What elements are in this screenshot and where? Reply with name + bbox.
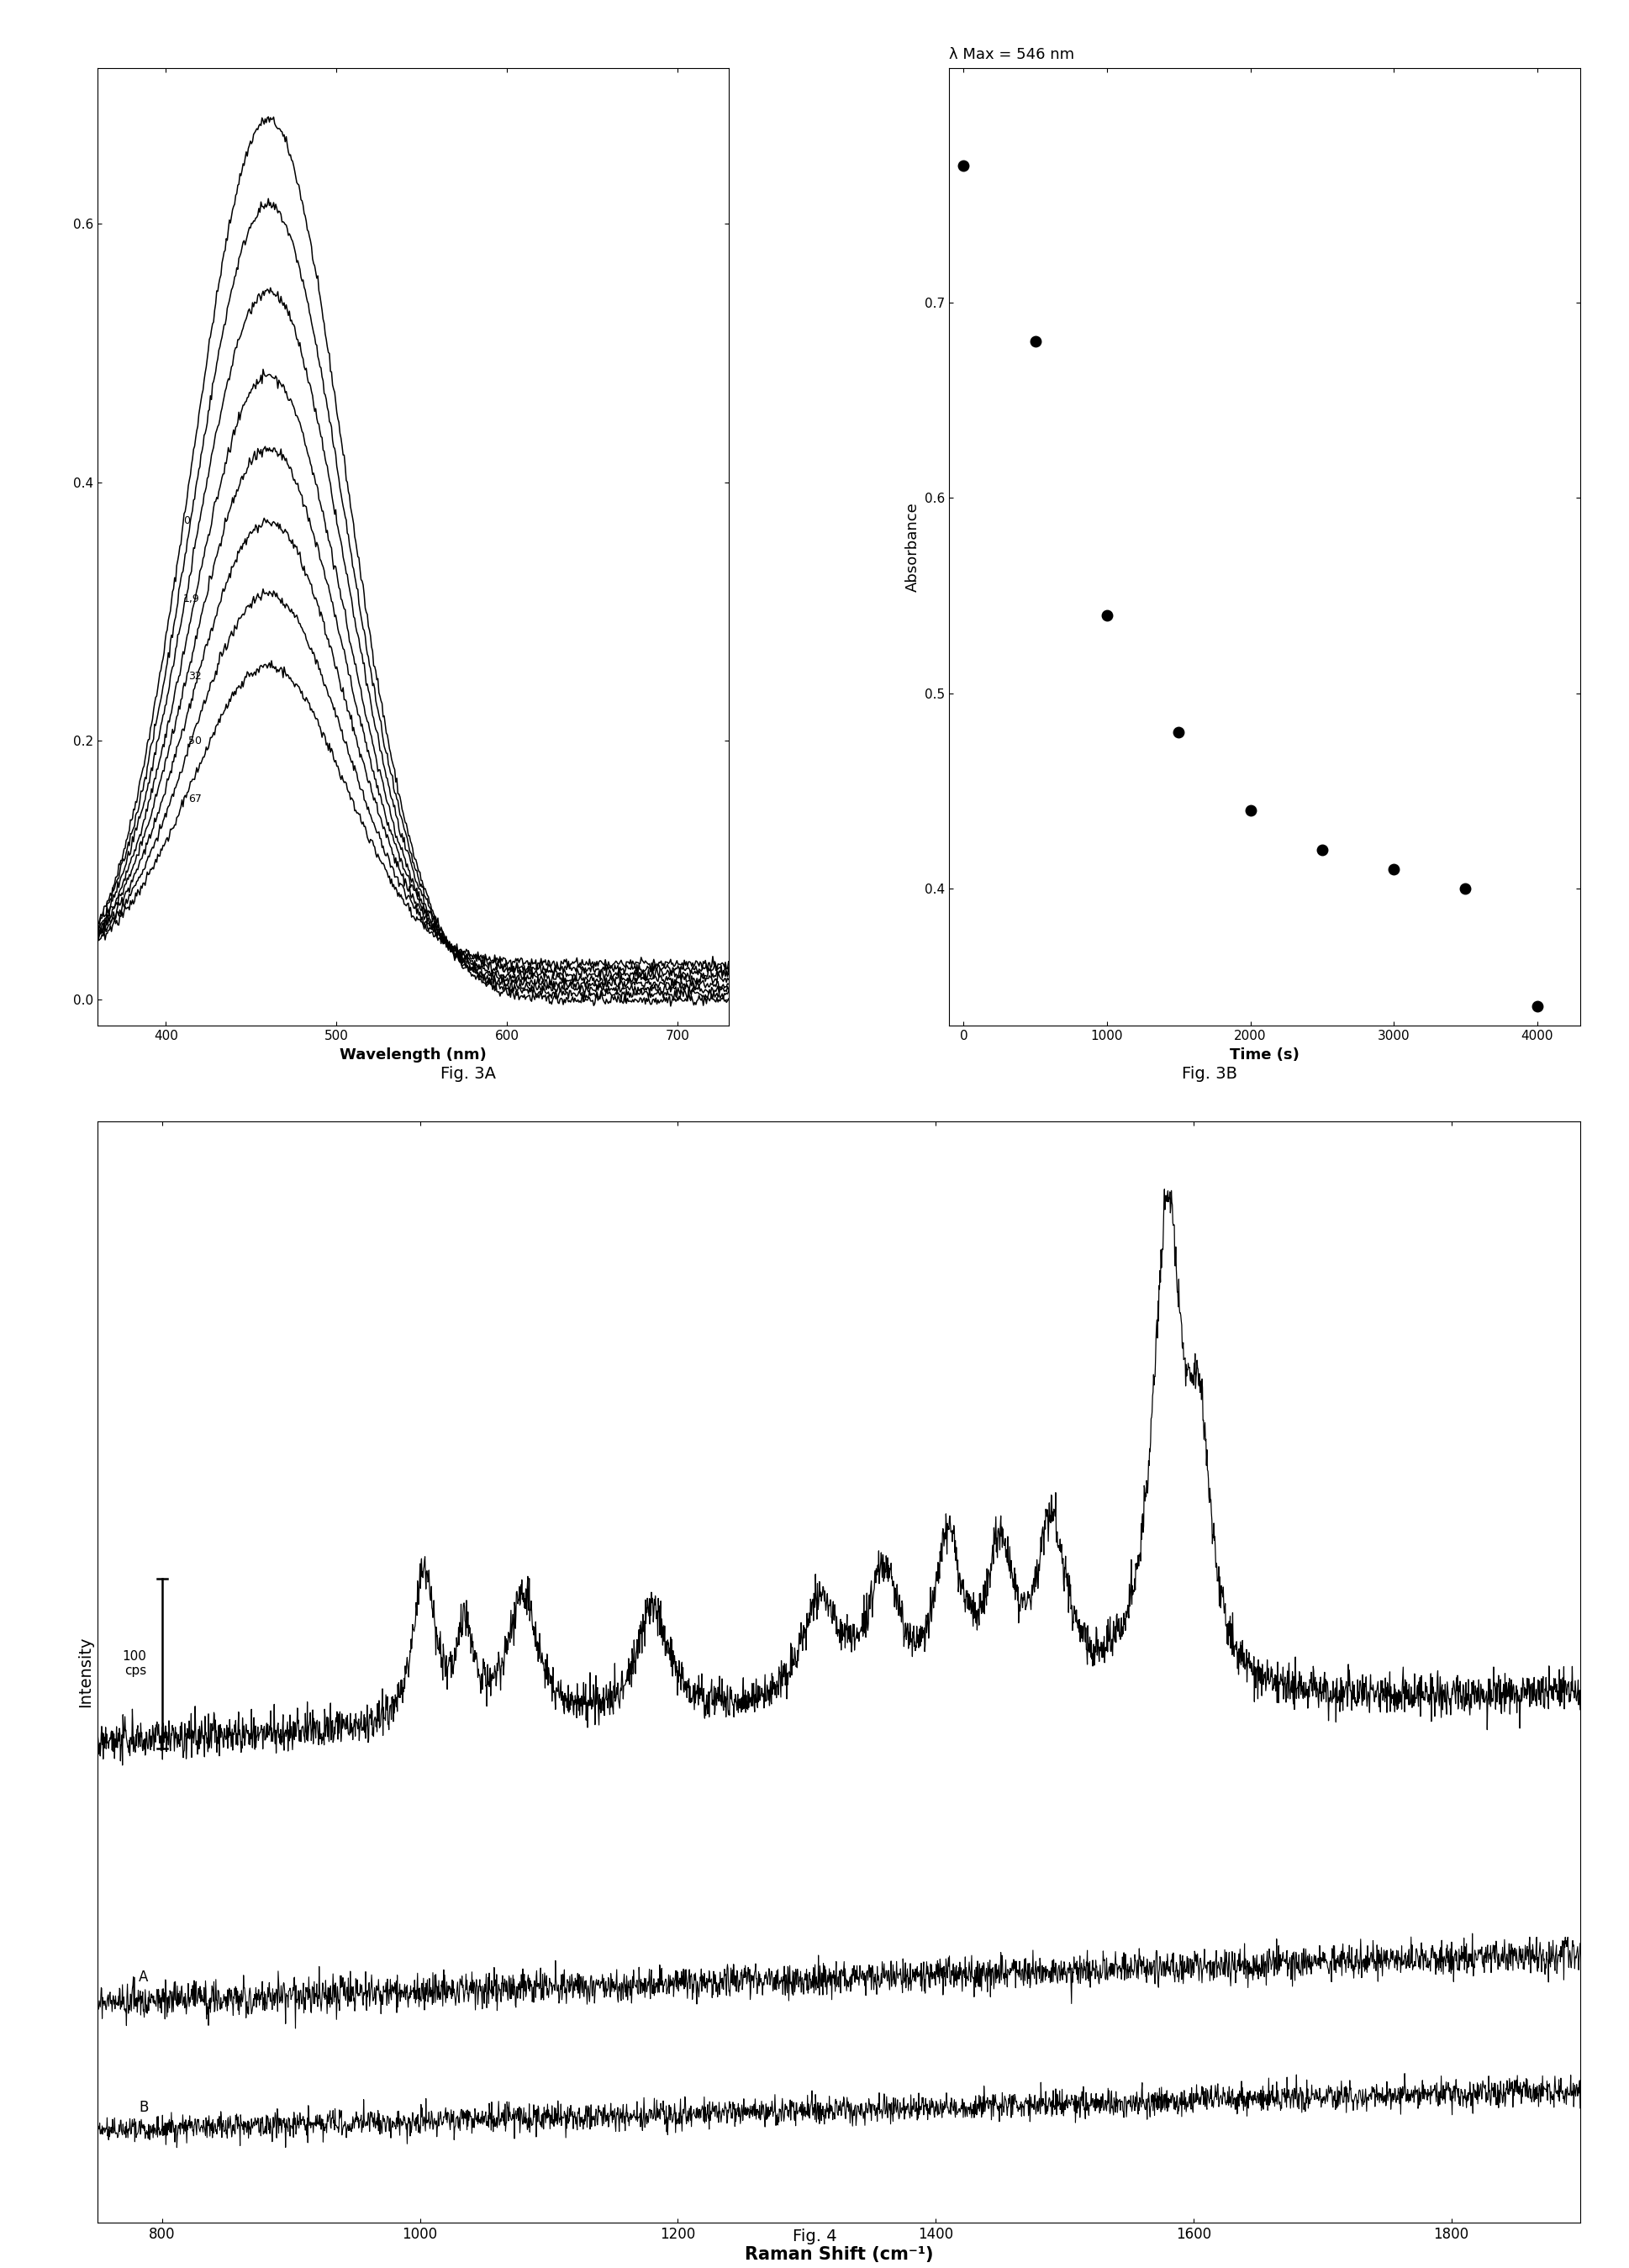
Text: λ Max = 546 nm: λ Max = 546 nm: [950, 48, 1075, 61]
Text: 0: 0: [182, 515, 189, 526]
Text: 50: 50: [187, 735, 202, 746]
Text: 100
cps: 100 cps: [122, 1649, 147, 1676]
X-axis label: Raman Shift (cm⁻¹): Raman Shift (cm⁻¹): [744, 2248, 933, 2263]
Y-axis label: Intensity: Intensity: [77, 1637, 93, 1708]
Text: A: A: [138, 1969, 148, 1985]
Text: 1,9: 1,9: [182, 594, 200, 603]
Text: 32: 32: [187, 671, 202, 683]
X-axis label: Time (s): Time (s): [1230, 1048, 1300, 1061]
Text: 67: 67: [187, 794, 202, 805]
Text: Fig. 4: Fig. 4: [792, 2227, 837, 2245]
Text: Fig. 3B: Fig. 3B: [1181, 1066, 1238, 1082]
X-axis label: Wavelength (nm): Wavelength (nm): [340, 1048, 487, 1061]
Y-axis label: Absorbance: Absorbance: [906, 501, 920, 592]
Text: Fig. 3A: Fig. 3A: [440, 1066, 497, 1082]
Text: B: B: [138, 2100, 148, 2116]
